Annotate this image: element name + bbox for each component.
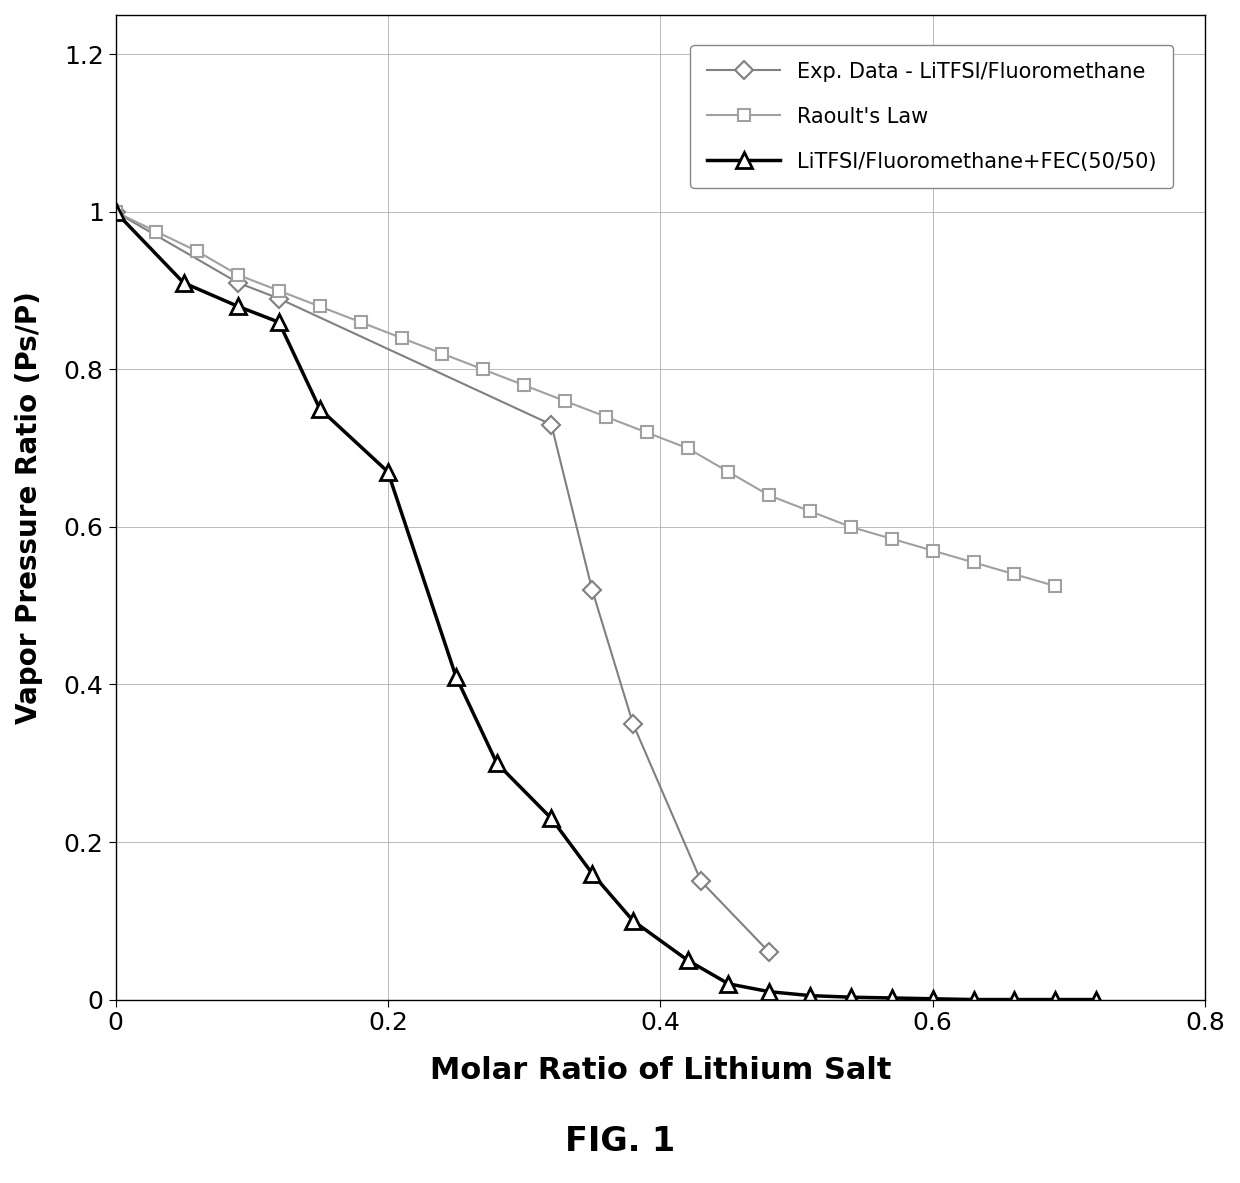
Raoult's Law xyxy=(720,465,735,479)
Raoult's Law xyxy=(843,519,858,534)
LiTFSI/Fluoromethane+FEC(50/50) xyxy=(843,990,858,1004)
Raoult's Law xyxy=(190,244,205,258)
LiTFSI/Fluoromethane+FEC(50/50) xyxy=(1007,993,1022,1007)
LiTFSI/Fluoromethane+FEC(50/50) xyxy=(884,991,899,1006)
Raoult's Law xyxy=(353,315,368,329)
LiTFSI/Fluoromethane+FEC(50/50) xyxy=(312,402,327,416)
LiTFSI/Fluoromethane+FEC(50/50) xyxy=(585,866,600,880)
Exp. Data - LiTFSI/Fluoromethane xyxy=(231,276,246,290)
LiTFSI/Fluoromethane+FEC(50/50) xyxy=(802,989,817,1003)
LiTFSI/Fluoromethane+FEC(50/50) xyxy=(966,993,981,1007)
Exp. Data - LiTFSI/Fluoromethane xyxy=(585,583,600,597)
Raoult's Law xyxy=(966,555,981,569)
Exp. Data - LiTFSI/Fluoromethane xyxy=(761,945,776,959)
Exp. Data - LiTFSI/Fluoromethane xyxy=(272,291,286,305)
Legend: Exp. Data - LiTFSI/Fluoromethane, Raoult's Law, LiTFSI/Fluoromethane+FEC(50/50): Exp. Data - LiTFSI/Fluoromethane, Raoult… xyxy=(691,45,1173,188)
LiTFSI/Fluoromethane+FEC(50/50) xyxy=(108,205,123,219)
Raoult's Law xyxy=(476,362,491,376)
X-axis label: Molar Ratio of Lithium Salt: Molar Ratio of Lithium Salt xyxy=(429,1056,892,1085)
Raoult's Law xyxy=(394,331,409,345)
Raoult's Law xyxy=(802,504,817,518)
LiTFSI/Fluoromethane+FEC(50/50) xyxy=(381,465,396,479)
Exp. Data - LiTFSI/Fluoromethane xyxy=(544,418,559,432)
Raoult's Law xyxy=(149,225,164,239)
Raoult's Law xyxy=(761,489,776,503)
Raoult's Law xyxy=(517,379,532,393)
LiTFSI/Fluoromethane+FEC(50/50) xyxy=(1089,993,1104,1007)
LiTFSI/Fluoromethane+FEC(50/50) xyxy=(490,756,505,770)
Raoult's Law xyxy=(108,205,123,219)
Raoult's Law xyxy=(435,347,450,361)
Raoult's Law xyxy=(312,299,327,313)
LiTFSI/Fluoromethane+FEC(50/50) xyxy=(720,977,735,991)
LiTFSI/Fluoromethane+FEC(50/50) xyxy=(544,812,559,826)
Raoult's Law xyxy=(925,543,940,557)
Raoult's Law xyxy=(1048,578,1063,593)
Exp. Data - LiTFSI/Fluoromethane xyxy=(108,205,123,219)
Raoult's Law xyxy=(1007,567,1022,581)
Raoult's Law xyxy=(599,409,614,424)
Text: FIG. 1: FIG. 1 xyxy=(565,1125,675,1158)
Raoult's Law xyxy=(558,394,573,408)
Exp. Data - LiTFSI/Fluoromethane xyxy=(693,874,708,888)
LiTFSI/Fluoromethane+FEC(50/50) xyxy=(680,953,694,968)
Line: LiTFSI/Fluoromethane+FEC(50/50): LiTFSI/Fluoromethane+FEC(50/50) xyxy=(108,205,1104,1007)
Raoult's Law xyxy=(884,531,899,545)
LiTFSI/Fluoromethane+FEC(50/50) xyxy=(176,276,191,290)
Line: Raoult's Law: Raoult's Law xyxy=(109,206,1061,593)
Y-axis label: Vapor Pressure Ratio (Ps/P): Vapor Pressure Ratio (Ps/P) xyxy=(15,291,43,724)
LiTFSI/Fluoromethane+FEC(50/50) xyxy=(626,913,641,927)
LiTFSI/Fluoromethane+FEC(50/50) xyxy=(1048,993,1063,1007)
LiTFSI/Fluoromethane+FEC(50/50) xyxy=(449,670,464,684)
LiTFSI/Fluoromethane+FEC(50/50) xyxy=(231,299,246,313)
Raoult's Law xyxy=(680,441,694,455)
LiTFSI/Fluoromethane+FEC(50/50) xyxy=(761,984,776,998)
LiTFSI/Fluoromethane+FEC(50/50) xyxy=(272,315,286,329)
LiTFSI/Fluoromethane+FEC(50/50) xyxy=(925,991,940,1006)
Raoult's Law xyxy=(231,267,246,282)
Raoult's Law xyxy=(272,284,286,298)
Line: Exp. Data - LiTFSI/Fluoromethane: Exp. Data - LiTFSI/Fluoromethane xyxy=(109,206,775,958)
Exp. Data - LiTFSI/Fluoromethane xyxy=(626,717,641,731)
Raoult's Law xyxy=(640,426,655,440)
